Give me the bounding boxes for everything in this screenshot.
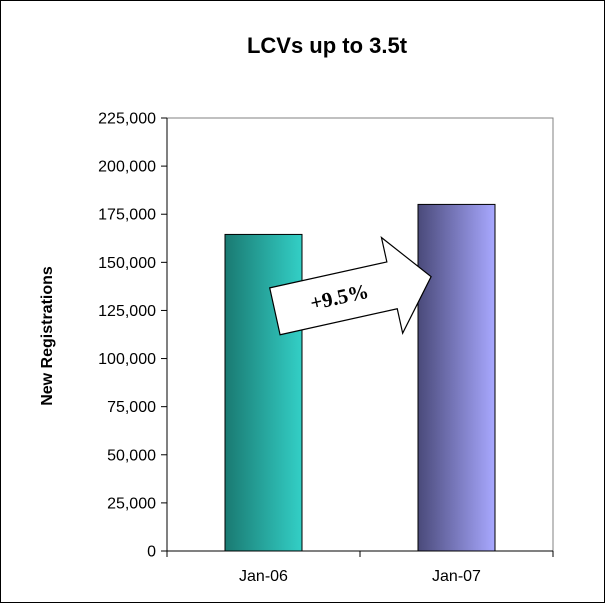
bar-jan-06 — [224, 233, 303, 552]
y-tick-label: 75,000 — [107, 399, 156, 416]
y-axis: 0 25,000 50,000 75,000 100,000 125,000 150,000… — [98, 111, 168, 561]
growth-arrow: +9.5% — [268, 235, 432, 336]
y-tick-label: 150,000 — [98, 255, 156, 272]
bars — [224, 203, 496, 552]
y-tick-label: 50,000 — [107, 447, 156, 464]
y-tick-label: 225,000 — [98, 111, 156, 128]
arrow-shape — [268, 235, 432, 336]
y-tick-label: 0 — [147, 544, 156, 561]
y-axis-label: New Registrations — [39, 266, 56, 406]
bar-jan-07 — [417, 203, 496, 552]
x-tick-label: Jan-07 — [432, 568, 481, 585]
y-tick-label: 200,000 — [98, 159, 156, 176]
x-tick-label: Jan-06 — [239, 568, 288, 585]
y-tick-label: 100,000 — [98, 351, 156, 368]
chart-title: LCVs up to 3.5t — [247, 33, 408, 58]
y-tick-label: 175,000 — [98, 207, 156, 224]
y-tick-label: 125,000 — [98, 303, 156, 320]
x-axis: Jan-06 Jan-07 — [166, 550, 554, 585]
y-tick-label: 25,000 — [107, 495, 156, 512]
